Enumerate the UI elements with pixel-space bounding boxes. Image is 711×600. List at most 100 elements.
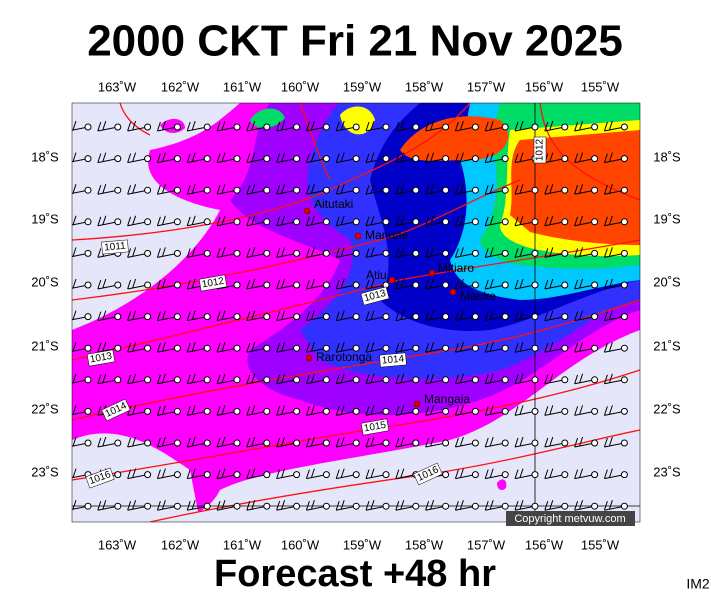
station <box>293 344 301 352</box>
wind-barb <box>276 278 301 290</box>
wind-barb <box>514 247 539 258</box>
wind-barb <box>305 373 330 385</box>
wind-barb <box>603 152 628 164</box>
station <box>352 218 360 226</box>
wind-barb <box>156 184 181 195</box>
wind-barb <box>246 405 271 416</box>
wind-barb <box>365 342 390 353</box>
station <box>352 249 360 257</box>
copyright-box <box>506 511 635 526</box>
wind-barb <box>335 436 360 448</box>
wind-barb <box>72 342 92 352</box>
station <box>591 155 599 163</box>
longitude-label: 162˚W <box>161 79 200 94</box>
place-dot <box>413 400 421 408</box>
station <box>233 249 241 257</box>
wind-barb <box>365 468 390 480</box>
station <box>501 186 509 194</box>
longitude-label: 156˚W <box>525 537 564 552</box>
station <box>531 281 539 289</box>
wind-barb <box>276 215 301 227</box>
station <box>84 186 92 194</box>
wind-barb <box>514 215 539 227</box>
station <box>412 249 420 257</box>
wind-barb <box>365 310 390 322</box>
station <box>173 376 181 384</box>
wind-barb <box>544 405 569 416</box>
wind-barb <box>335 278 360 290</box>
isobar-label: 1012 <box>533 136 547 164</box>
station <box>263 281 271 289</box>
wind-barb <box>246 342 271 353</box>
latitude-label: 22˚S <box>653 401 681 416</box>
wind-barb <box>72 247 92 258</box>
wind-barb <box>603 120 628 132</box>
station <box>442 123 450 131</box>
station <box>203 439 211 447</box>
wind-barb <box>395 310 420 322</box>
station <box>322 376 330 384</box>
station <box>442 376 450 384</box>
station <box>293 471 301 479</box>
wind-barb <box>127 152 152 164</box>
wind-barb <box>186 500 211 511</box>
station <box>471 313 479 321</box>
station <box>144 249 152 257</box>
wind-barb <box>603 373 628 385</box>
wind-barb <box>365 436 390 448</box>
wind-barb <box>72 184 92 194</box>
wind-barb <box>603 184 628 195</box>
station <box>591 344 599 352</box>
place-label: Mauke <box>460 289 496 303</box>
station <box>442 281 450 289</box>
station <box>471 471 479 479</box>
station <box>173 281 181 289</box>
station <box>293 376 301 384</box>
station <box>591 186 599 194</box>
wind-barb <box>127 500 152 511</box>
station <box>203 407 211 415</box>
station <box>144 407 152 415</box>
isobar-label-box <box>198 274 228 292</box>
forecast: Forecast +48 hr <box>214 553 496 595</box>
station <box>620 376 628 384</box>
wind-barb <box>574 152 599 164</box>
station <box>620 281 628 289</box>
title: 2000 CKT Fri 21 Nov 2025 <box>87 17 623 66</box>
wind-barb <box>454 500 479 511</box>
station <box>84 407 92 415</box>
station <box>620 123 628 131</box>
wind-barb <box>216 342 241 353</box>
station <box>471 344 479 352</box>
station <box>352 439 360 447</box>
longitude-label: 163˚W <box>98 537 137 552</box>
station <box>620 471 628 479</box>
station <box>531 344 539 352</box>
wind-barb <box>365 184 390 195</box>
station <box>322 186 330 194</box>
wind-barb <box>603 278 628 290</box>
station <box>471 123 479 131</box>
station <box>322 281 330 289</box>
station <box>352 281 360 289</box>
wind-barb <box>186 342 211 353</box>
station <box>442 471 450 479</box>
wind-barb <box>156 500 181 511</box>
station <box>322 439 330 447</box>
station <box>293 313 301 321</box>
isobar-label-box <box>413 462 443 486</box>
isobar-label-box <box>360 286 390 306</box>
wind-barb <box>454 373 479 385</box>
wind-barb <box>603 310 628 322</box>
wind-barb <box>514 468 539 480</box>
station <box>501 313 509 321</box>
wind-barb <box>454 342 479 353</box>
place-label: Atiu <box>366 268 387 282</box>
station <box>561 471 569 479</box>
wind-barb <box>156 405 181 416</box>
latitude-label: 18˚S <box>31 149 59 164</box>
station <box>233 344 241 352</box>
wind-barb <box>186 184 211 195</box>
station <box>412 155 420 163</box>
wind-barb <box>335 468 360 480</box>
